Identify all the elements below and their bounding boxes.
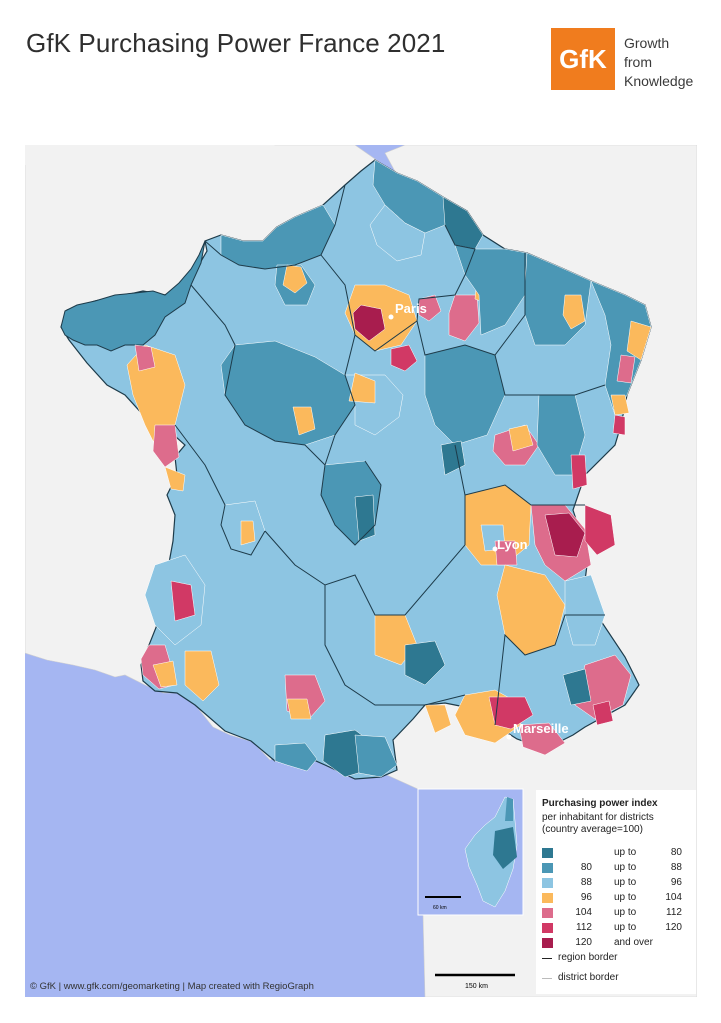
map-svg: 60 km 150 km Paris Lyon Marseille	[25, 145, 697, 997]
legend-swatch	[542, 893, 553, 903]
map-legend: Purchasing power index per inhabitant fo…	[536, 790, 696, 994]
city-label-lyon: Lyon	[497, 537, 528, 552]
region-border-swatch	[542, 958, 552, 959]
legend-to: 120	[665, 922, 682, 933]
region-border-label: region border	[558, 952, 618, 963]
legend-swatch	[542, 908, 553, 918]
france-map: 60 km 150 km Paris Lyon Marseille	[25, 145, 697, 997]
legend-subtitle-2: (country average=100)	[542, 824, 643, 835]
tagline-line-3: Knowledge	[624, 73, 694, 89]
main-scale-label: 150 km	[465, 983, 488, 990]
legend-to: 104	[665, 892, 682, 903]
legend-swatch	[542, 878, 553, 888]
legend-from: 120	[575, 937, 592, 948]
legend-swatch	[542, 938, 553, 948]
corsica	[464, 796, 518, 908]
brittany	[60, 240, 206, 352]
paris-marker	[388, 314, 394, 320]
legend-row: 120 and over	[542, 937, 692, 950]
legend-to: 88	[670, 862, 682, 873]
district-border-label: district border	[558, 972, 619, 983]
legend-sep: up to	[614, 862, 637, 873]
legend-from: 104	[575, 907, 592, 918]
legend-row: 80 up to 88	[542, 862, 692, 875]
legend-sep: up to	[614, 877, 637, 888]
legend-subtitle-1: per inhabitant for districts	[542, 812, 654, 823]
legend-sep: up to	[614, 907, 637, 918]
legend-row: 96 up to 104	[542, 892, 692, 905]
inset-scale-label: 60 km	[433, 905, 447, 911]
legend-row: up to 80	[542, 847, 692, 860]
page-title: GfK Purchasing Power France 2021	[26, 28, 446, 58]
legend-swatch	[542, 863, 553, 873]
legend-title: Purchasing power index	[542, 798, 658, 809]
legend-row: 104 up to 112	[542, 907, 692, 920]
district-border-swatch	[542, 978, 552, 979]
city-label-paris: Paris	[395, 301, 427, 316]
legend-row: 88 up to 96	[542, 877, 692, 890]
legend-to: 112	[666, 907, 682, 918]
legend-swatch	[542, 923, 553, 933]
corsica-district	[493, 827, 517, 869]
tagline-line-2: from	[624, 54, 652, 70]
uk-land	[25, 145, 275, 175]
legend-from: 80	[580, 862, 592, 873]
legend-sep: and over	[614, 937, 653, 948]
city-label-marseille: Marseille	[513, 721, 569, 736]
region-borders	[174, 184, 606, 726]
legend-from: 88	[580, 877, 592, 888]
legend-sep: up to	[614, 922, 637, 933]
logo-text: GfK	[559, 43, 607, 74]
districts	[126, 159, 652, 778]
tagline: Growth from Knowledge	[624, 34, 693, 91]
gfk-logo: GfK	[551, 28, 615, 90]
legend-to: 80	[670, 847, 682, 858]
tagline-line-1: Growth	[624, 35, 670, 51]
legend-from: 96	[580, 892, 592, 903]
corsica-district	[505, 797, 513, 821]
legend-sep: up to	[614, 847, 637, 858]
legend-sep: up to	[614, 892, 637, 903]
lyon-marker	[492, 546, 498, 552]
legend-from: 112	[576, 922, 592, 933]
marseille-marker	[506, 734, 512, 740]
map-credits: © GfK | www.gfk.com/geomarketing | Map c…	[30, 981, 314, 992]
legend-swatch	[542, 848, 553, 858]
legend-to: 96	[670, 877, 682, 888]
legend-row: 112 up to 120	[542, 922, 692, 935]
